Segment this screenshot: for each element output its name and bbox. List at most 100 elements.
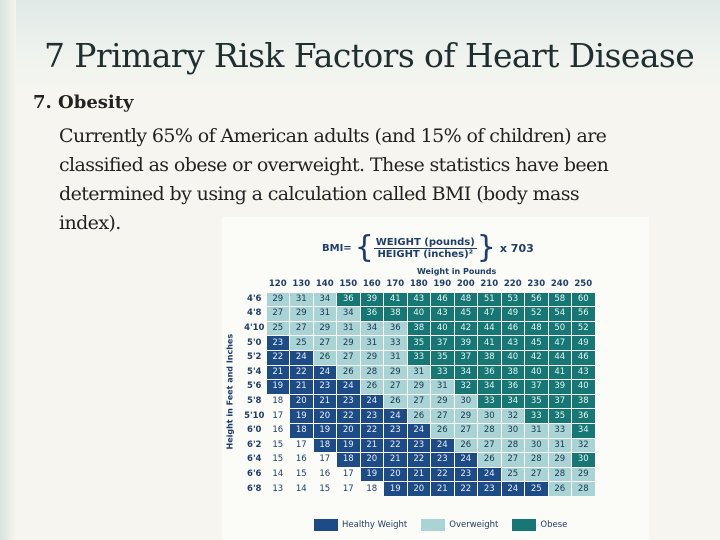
bmi-cell: 46 xyxy=(431,292,454,307)
bmi-cell: 33 xyxy=(407,350,430,365)
bmi-cell: 49 xyxy=(501,307,524,321)
bmi-cell: 36 xyxy=(360,307,383,321)
bmi-cell: 24 xyxy=(454,453,477,467)
bmi-cell: 21 xyxy=(407,467,430,482)
legend-label: Obese xyxy=(540,520,568,530)
height-header: 4'8 xyxy=(247,308,262,319)
bmi-cell: 30 xyxy=(572,453,595,467)
bmi-cell: 23 xyxy=(454,467,477,482)
bmi-cell: 27 xyxy=(454,423,477,438)
bmi-cell: 26 xyxy=(337,365,360,380)
bmi-cell: 43 xyxy=(431,307,454,321)
table-row: 4'10 25 27 29 31 34 36 38 40 42 44 46 48 50 52 xyxy=(243,321,595,336)
bmi-cell: 22 xyxy=(407,453,430,467)
weight-header: 130 xyxy=(292,279,311,290)
bmi-cell: 41 xyxy=(478,336,501,350)
bmi-cell: 25 xyxy=(266,321,289,336)
legend-swatch xyxy=(512,519,537,531)
table-row: 6'8 13 14 15 17 18 19 20 21 22 23 24 25 26 28 xyxy=(243,482,595,496)
bmi-cell: 28 xyxy=(525,453,548,467)
bmi-cell: 32 xyxy=(501,409,524,423)
bmi-cell: 34 xyxy=(478,380,501,394)
bmi-cell: 20 xyxy=(407,482,430,496)
bmi-cell: 20 xyxy=(384,467,407,482)
bmi-cell: 27 xyxy=(431,409,454,423)
bmi-cell: 25 xyxy=(525,482,548,496)
legend-item: Overweight xyxy=(421,519,498,531)
bmi-cell: 31 xyxy=(431,380,454,394)
bmi-cell: 21 xyxy=(360,438,383,453)
bmi-table: 120 130 140 150 160 170 180 190 200 210 220 230 240 2… xyxy=(242,277,596,497)
bmi-cell: 28 xyxy=(478,423,501,438)
bmi-cell: 33 xyxy=(431,365,454,380)
bmi-cell: 26 xyxy=(313,350,336,365)
bmi-cell: 14 xyxy=(266,467,289,482)
bmi-cell: 37 xyxy=(431,336,454,350)
bmi-cell: 27 xyxy=(525,467,548,482)
bmi-cell: 27 xyxy=(337,350,360,365)
bmi-cell: 19 xyxy=(313,423,336,438)
height-header: 5'8 xyxy=(247,396,262,407)
bmi-cell: 29 xyxy=(384,365,407,380)
height-header: 5'0 xyxy=(247,337,262,348)
height-header: 5'4 xyxy=(247,366,262,377)
bmi-cell: 19 xyxy=(337,438,360,453)
bmi-cell: 16 xyxy=(313,467,336,482)
bmi-cell: 22 xyxy=(384,438,407,453)
bmi-cell: 21 xyxy=(266,365,289,380)
bmi-cell: 40 xyxy=(501,350,524,365)
bmi-cell: 37 xyxy=(548,394,571,409)
bmi-cell: 56 xyxy=(525,292,548,307)
bmi-cell: 30 xyxy=(478,409,501,423)
body-paragraph: Currently 65% of American adults (and 15… xyxy=(59,125,609,234)
bmi-cell: 22 xyxy=(431,467,454,482)
table-row: 5'8 18 20 21 23 24 26 27 29 30 33 34 35 37 38 xyxy=(243,394,595,409)
bmi-cell: 15 xyxy=(290,467,313,482)
bmi-cell: 26 xyxy=(478,453,501,467)
bmi-cell: 42 xyxy=(454,321,477,336)
bmi-cell: 17 xyxy=(313,453,336,467)
bmi-cell: 34 xyxy=(337,307,360,321)
bmi-cell: 31 xyxy=(548,438,571,453)
bmi-cell: 21 xyxy=(431,482,454,496)
legend-swatch xyxy=(421,519,446,531)
height-header: 5'10 xyxy=(244,410,265,421)
bmi-cell: 27 xyxy=(407,394,430,409)
bmi-cell: 31 xyxy=(407,365,430,380)
bmi-cell: 31 xyxy=(290,292,313,307)
bmi-cell: 25 xyxy=(290,336,313,350)
weight-header: 140 xyxy=(315,279,334,290)
bmi-cell: 31 xyxy=(525,423,548,438)
bmi-cell: 27 xyxy=(478,438,501,453)
bmi-cell: 22 xyxy=(290,365,313,380)
bmi-cell: 15 xyxy=(313,482,336,496)
bmi-cell: 34 xyxy=(360,321,383,336)
bmi-cell: 56 xyxy=(572,307,595,321)
bmi-cell: 37 xyxy=(525,380,548,394)
bmi-cell: 34 xyxy=(454,365,477,380)
bmi-cell: 18 xyxy=(360,482,383,496)
bmi-cell: 27 xyxy=(384,380,407,394)
bmi-cell: 18 xyxy=(266,394,289,409)
weight-header-row: 120 130 140 150 160 170 180 190 200 210 220 230 240 2… xyxy=(243,278,595,292)
table-row: 6'0 16 18 19 20 22 23 24 26 27 28 30 31 33 34 xyxy=(243,423,595,438)
bmi-cell: 20 xyxy=(337,423,360,438)
bmi-cell: 29 xyxy=(548,453,571,467)
legend-item: Obese xyxy=(512,519,567,531)
table-row: 4'8 27 29 31 34 36 38 40 43 45 47 49 52 54 56 xyxy=(243,307,595,321)
bmi-cell: 26 xyxy=(454,438,477,453)
bmi-cell: 29 xyxy=(572,467,595,482)
section-heading: 7. Obesity xyxy=(33,92,134,113)
table-row: 5'6 19 21 23 24 26 27 29 31 32 34 36 37 39 40 xyxy=(243,380,595,394)
bmi-cell: 54 xyxy=(548,307,571,321)
bmi-cell: 17 xyxy=(337,467,360,482)
legend-item: Healthy Weight xyxy=(314,519,407,531)
weight-header: 160 xyxy=(362,279,381,290)
bmi-cell: 16 xyxy=(290,453,313,467)
title-band xyxy=(0,0,720,92)
bmi-cell: 17 xyxy=(266,409,289,423)
bmi-cell: 28 xyxy=(548,467,571,482)
bmi-cell: 44 xyxy=(478,321,501,336)
bmi-cell: 18 xyxy=(313,438,336,453)
bmi-cell: 17 xyxy=(290,438,313,453)
